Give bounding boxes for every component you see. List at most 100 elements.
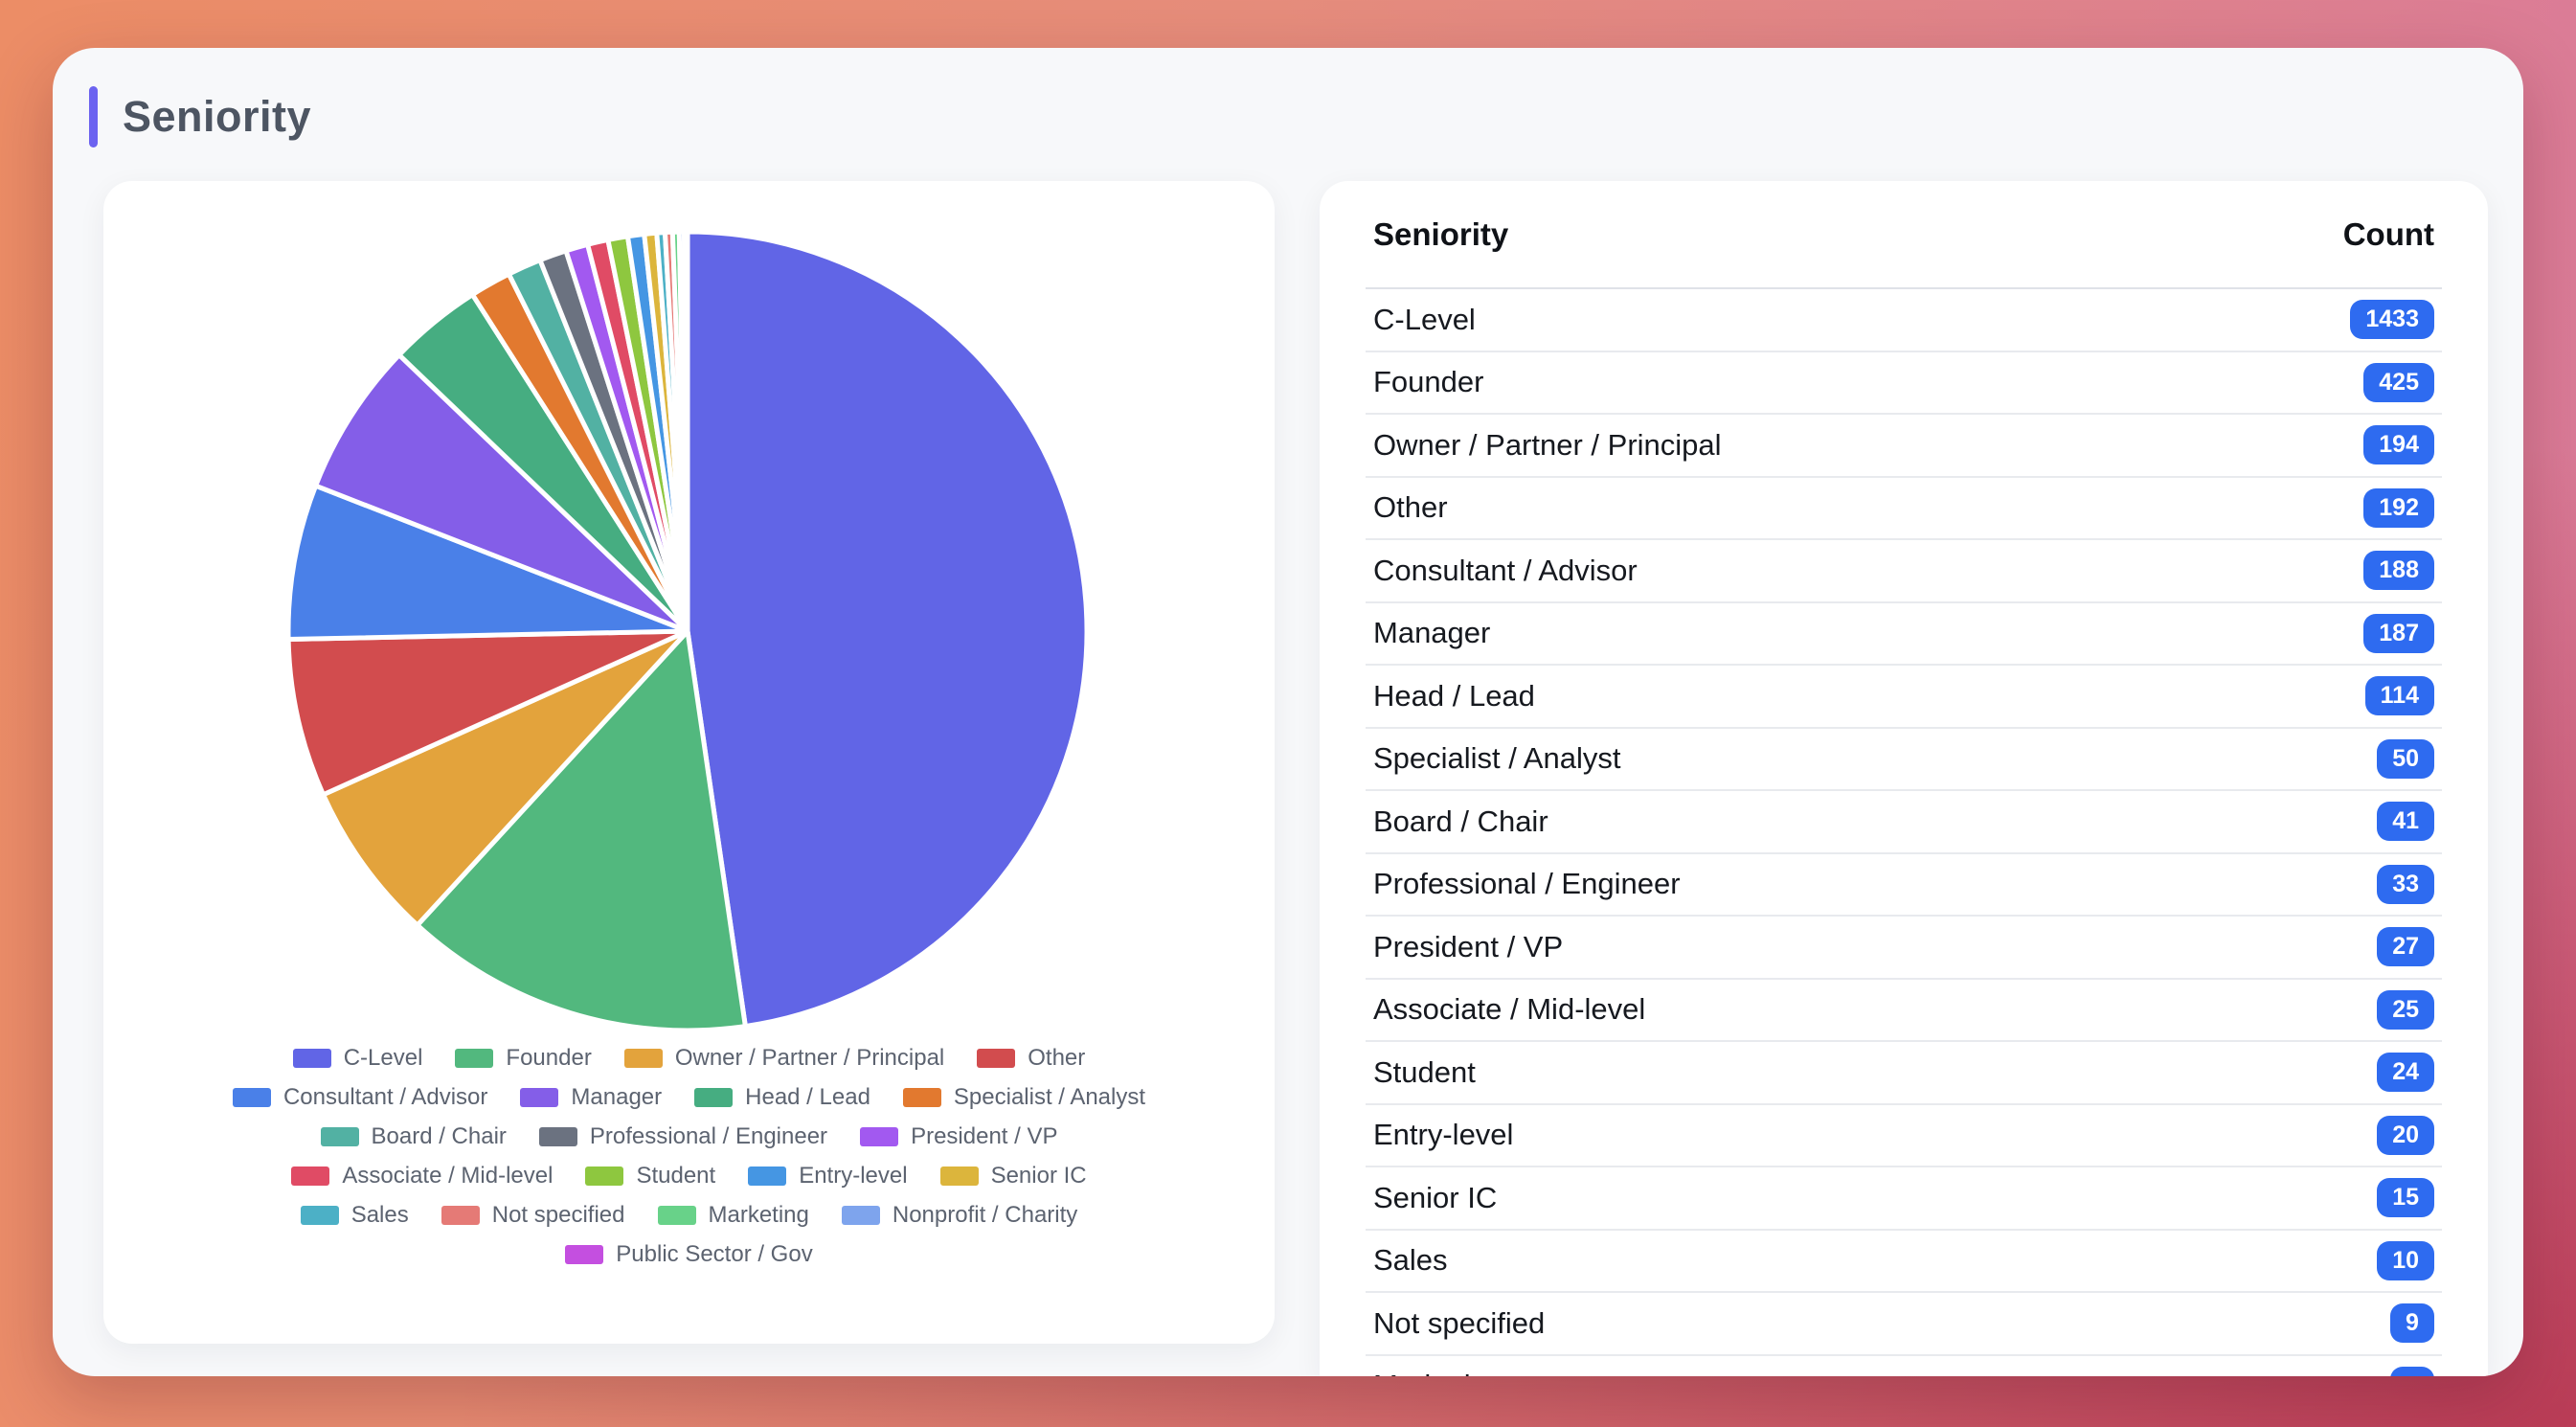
legend-swatch-icon — [300, 1206, 339, 1225]
legend-item-public-sector-gov[interactable]: Public Sector / Gov — [565, 1241, 813, 1268]
seniority-pie-chart — [285, 229, 1090, 1033]
legend-row: Associate / Mid-level Student Entry-level S… — [275, 1163, 1102, 1189]
table-row-head-lead: Head / Lead 114 — [1366, 666, 2442, 729]
seniority-cell: Consultant / Advisor — [1373, 553, 1638, 587]
legend-label: President / VP — [911, 1123, 1058, 1149]
legend-label: C-Level — [343, 1045, 423, 1071]
count-badge: 24 — [2377, 1053, 2434, 1093]
legend-item-president-vp[interactable]: President / VP — [860, 1123, 1057, 1150]
legend-item-student[interactable]: Student — [585, 1163, 715, 1189]
legend-swatch-icon — [565, 1245, 604, 1264]
seniority-table-card[interactable]: Seniority Count C-Level 1433 Founder 425 Own… — [1320, 181, 2488, 1376]
seniority-cell: Board / Chair — [1373, 804, 1548, 838]
seniority-cell: Manager — [1373, 616, 1491, 650]
pie-slice-founder[interactable] — [415, 628, 748, 1033]
seniority-cell: Senior IC — [1373, 1180, 1498, 1214]
legend-row: Board / Chair Professional / Engineer Pres… — [305, 1123, 1074, 1150]
app-container: Seniority C-Level Founder Owner / Partner … — [53, 48, 2523, 1376]
legend-item-board-chair[interactable]: Board / Chair — [320, 1123, 507, 1150]
legend-label: Student — [636, 1163, 716, 1189]
legend-swatch-icon — [694, 1088, 734, 1107]
legend-item-nonprofit-charity[interactable]: Nonprofit / Charity — [841, 1202, 1077, 1229]
legend-row: Public Sector / Gov — [549, 1241, 828, 1268]
legend-swatch-icon — [939, 1167, 979, 1186]
legend-swatch-icon — [538, 1127, 577, 1146]
count-badge: 194 — [2363, 425, 2434, 465]
legend-item-not-specified[interactable]: Not specified — [441, 1202, 625, 1229]
legend-label: Manager — [571, 1084, 663, 1110]
legend-swatch-icon — [860, 1127, 899, 1146]
count-badge: 15 — [2377, 1178, 2434, 1218]
legend-swatch-icon — [623, 1049, 663, 1068]
seniority-cell: Owner / Partner / Principal — [1373, 427, 1722, 462]
column-header-count: Count — [2342, 215, 2434, 252]
legend-item-head-lead[interactable]: Head / Lead — [694, 1084, 870, 1111]
seniority-cell: Marketing — [1373, 1369, 1503, 1376]
table-row-board-chair: Board / Chair 41 — [1366, 791, 2442, 854]
count-badge: 187 — [2363, 613, 2434, 653]
seniority-cell: Sales — [1373, 1243, 1448, 1278]
legend-swatch-icon — [292, 1049, 331, 1068]
seniority-cell: Founder — [1373, 365, 1484, 399]
legend-label: Founder — [506, 1045, 592, 1071]
legend-row: Consultant / Advisor Manager Head / Lead Sp… — [216, 1084, 1162, 1111]
legend-item-other[interactable]: Other — [977, 1045, 1085, 1072]
legend-swatch-icon — [441, 1206, 480, 1225]
count-badge: 425 — [2363, 362, 2434, 402]
table-row-manager: Manager 187 — [1366, 603, 2442, 666]
pie-slice-public-sector-gov[interactable] — [682, 229, 690, 634]
table-row-sales: Sales 10 — [1366, 1231, 2442, 1293]
legend-label: Specialist / Analyst — [953, 1084, 1146, 1110]
legend-item-manager[interactable]: Manager — [520, 1084, 662, 1111]
seniority-cell: Not specified — [1373, 1305, 1546, 1340]
seniority-cell: Other — [1373, 490, 1448, 525]
column-header-seniority: Seniority — [1373, 215, 1509, 252]
title-accent-bar — [89, 86, 98, 147]
table-row-other: Other 192 — [1366, 478, 2442, 540]
legend-item-sales[interactable]: Sales — [300, 1202, 409, 1229]
chart-legend: C-Level Founder Owner / Partner / Principa… — [103, 1045, 1275, 1268]
count-badge: 20 — [2377, 1115, 2434, 1155]
count-badge: 10 — [2377, 1240, 2434, 1280]
legend-label: Public Sector / Gov — [616, 1241, 813, 1267]
pie-slice-consultant-advisor[interactable] — [285, 483, 690, 643]
legend-swatch-icon — [232, 1088, 271, 1107]
seniority-cell: Head / Lead — [1373, 678, 1535, 713]
pie-slice-owner-partner-principal[interactable] — [321, 628, 690, 928]
count-badge: 50 — [2377, 738, 2434, 779]
count-badge: 1433 — [2350, 300, 2434, 340]
legend-item-senior-ic[interactable]: Senior IC — [939, 1163, 1087, 1189]
pie-slice-manager[interactable] — [313, 352, 690, 634]
seniority-cell: President / VP — [1373, 929, 1564, 963]
legend-label: Board / Chair — [371, 1123, 507, 1149]
pie-slice-c-level[interactable] — [685, 229, 1090, 1030]
legend-item-associate-mid-level[interactable]: Associate / Mid-level — [291, 1163, 553, 1189]
legend-label: Head / Lead — [745, 1084, 870, 1110]
legend-swatch-icon — [657, 1206, 696, 1225]
pie-chart-card: C-Level Founder Owner / Partner / Principa… — [103, 181, 1275, 1344]
legend-item-c-level[interactable]: C-Level — [292, 1045, 423, 1072]
legend-label: Consultant / Advisor — [282, 1084, 488, 1110]
count-badge: 114 — [2364, 676, 2434, 716]
pie-slice-other[interactable] — [285, 628, 690, 798]
legend-item-consultant-advisor[interactable]: Consultant / Advisor — [232, 1084, 488, 1111]
count-badge: 192 — [2363, 487, 2434, 528]
table-row-specialist-analyst: Specialist / Analyst 50 — [1366, 729, 2442, 791]
legend-item-owner-partner-principal[interactable]: Owner / Partner / Principal — [623, 1045, 944, 1072]
legend-swatch-icon — [520, 1088, 559, 1107]
legend-item-professional-engineer[interactable]: Professional / Engineer — [538, 1123, 827, 1150]
legend-item-entry-level[interactable]: Entry-level — [748, 1163, 908, 1189]
legend-item-founder[interactable]: Founder — [455, 1045, 592, 1072]
count-badge: 41 — [2377, 802, 2434, 842]
legend-label: Entry-level — [799, 1163, 908, 1189]
legend-item-marketing[interactable]: Marketing — [657, 1202, 809, 1229]
count-badge: 33 — [2377, 864, 2434, 904]
legend-item-specialist-analyst[interactable]: Specialist / Analyst — [902, 1084, 1146, 1111]
table-row-founder: Founder 425 — [1366, 352, 2442, 415]
page-title: Seniority — [123, 92, 312, 141]
seniority-cell: C-Level — [1373, 302, 1476, 336]
legend-row: C-Level Founder Owner / Partner / Principa… — [277, 1045, 1102, 1072]
table-row-c-level: C-Level 1433 — [1366, 289, 2442, 352]
table-row-professional-engineer: Professional / Engineer 33 — [1366, 854, 2442, 917]
legend-swatch-icon — [748, 1167, 787, 1186]
